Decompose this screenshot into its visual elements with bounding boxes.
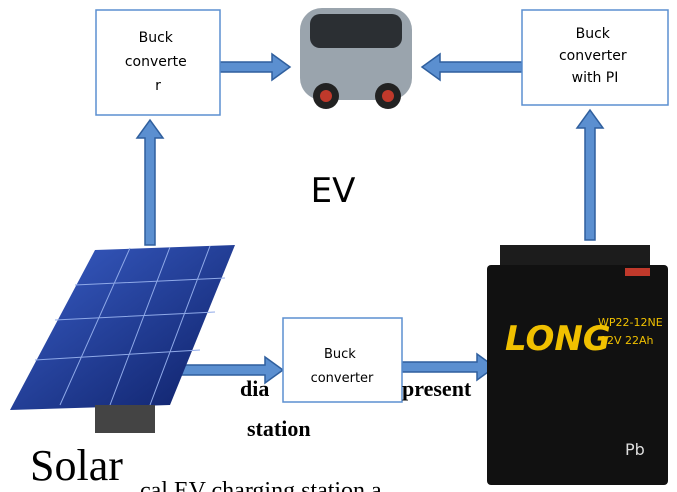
label-line: converte xyxy=(125,54,187,70)
label-line: converter xyxy=(559,48,627,64)
caption-fragment: present xyxy=(402,376,472,401)
caption-solar: Solar xyxy=(30,441,123,490)
label-line: r xyxy=(155,78,161,94)
battery-rating: 12V 22Ah xyxy=(600,334,654,347)
car-hub xyxy=(382,90,394,102)
arrow xyxy=(137,120,163,245)
arrow xyxy=(220,54,290,80)
battery-terminal xyxy=(625,268,650,276)
diagram: Buck converte r Buck converter with PI B… xyxy=(0,0,677,492)
car-hub xyxy=(320,90,332,102)
caption-fragment: dia xyxy=(240,376,269,401)
car-window xyxy=(310,14,402,48)
battery-symbol: Pb xyxy=(625,440,645,459)
label-line: Buck xyxy=(139,30,174,46)
battery: LONG WP22-12NE 12V 22Ah Pb xyxy=(487,245,668,485)
ev-label: EV xyxy=(311,171,356,211)
battery-model: WP22-12NE xyxy=(598,316,663,329)
label-line: converter xyxy=(311,371,374,386)
label-line: Buck xyxy=(324,347,356,362)
battery-brand: LONG xyxy=(505,319,611,359)
caption-fragment: station xyxy=(247,416,311,441)
arrow xyxy=(422,54,522,80)
panel-stand xyxy=(95,405,155,433)
car xyxy=(300,8,412,109)
arrow xyxy=(577,110,603,240)
battery-top xyxy=(500,245,650,267)
label-line: Buck xyxy=(576,26,611,42)
solar-panel xyxy=(10,245,235,433)
caption-fragment: cal EV charging station a xyxy=(140,478,382,492)
label-line: with PI xyxy=(572,70,619,86)
